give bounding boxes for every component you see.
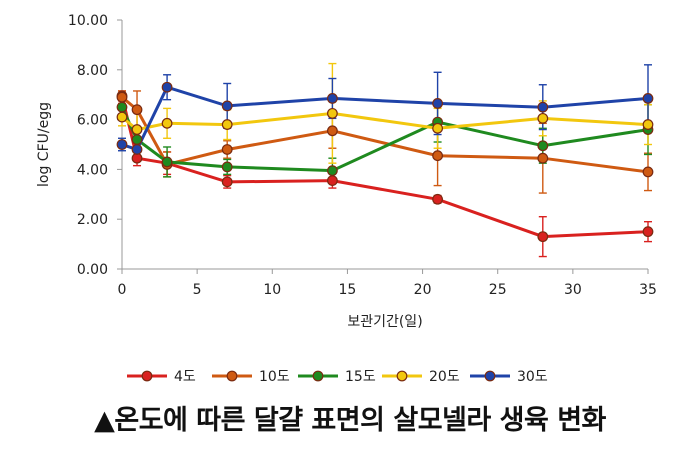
figure-caption: ▲온도에 따른 달걀 표면의 살모넬라 생육 변화 [94, 405, 606, 436]
legend: 4도 10도 15도 20도 30도 [127, 369, 548, 385]
data-point [327, 165, 338, 177]
y-tick-label: 10.00 [68, 13, 108, 29]
data-point [116, 139, 128, 150]
data-point [537, 101, 549, 113]
data-point [116, 101, 128, 113]
data-point [221, 100, 233, 112]
series-line-1 [120, 95, 649, 239]
axes: 0.00 2.00 4.00 6.00 8.00 10.00 0 5 10 15 20 25 30 35 보… [36, 13, 657, 330]
x-tick-label: 15 [339, 282, 357, 298]
legend-label: 15도 [345, 369, 376, 385]
y-axis-label: log CFU/egg [36, 102, 52, 187]
data-point [537, 112, 549, 124]
data-point [327, 175, 338, 187]
legend-marker [226, 370, 238, 382]
data-point [642, 166, 654, 178]
series-line-2 [121, 96, 649, 174]
data-point [642, 93, 654, 104]
y-tick-label: 8.00 [77, 63, 108, 79]
data-point [642, 226, 654, 238]
data-point [221, 119, 233, 130]
data-point [432, 193, 444, 205]
data-point [642, 119, 654, 130]
x-tick-label: 5 [193, 282, 202, 298]
y-tick-label: 6.00 [77, 113, 108, 129]
data-point [537, 152, 549, 164]
x-tick-label: 10 [263, 282, 281, 298]
error-bars [118, 62, 652, 258]
data-point [432, 98, 444, 109]
data-point [131, 104, 143, 116]
data-point [432, 122, 444, 134]
series-line-3 [120, 106, 649, 173]
data-point [537, 231, 549, 243]
series-line-5 [121, 85, 649, 152]
data-point [116, 111, 128, 123]
data-point [161, 81, 173, 93]
y-tick-label: 4.00 [77, 162, 108, 178]
legend-marker [484, 370, 496, 382]
data-point [131, 124, 143, 135]
data-point [116, 91, 128, 103]
data-point [131, 144, 143, 155]
legend-label: 4도 [174, 369, 196, 385]
data-point [131, 134, 143, 145]
series-lines [120, 85, 649, 239]
legend-label: 30도 [517, 369, 548, 385]
data-point [537, 140, 549, 152]
data-point [221, 144, 233, 155]
data-point [161, 156, 173, 168]
legend-label: 20도 [429, 369, 460, 385]
data-points [116, 81, 654, 243]
legend-label: 10도 [259, 369, 290, 385]
x-tick-label: 20 [414, 282, 432, 298]
data-point [161, 117, 173, 129]
data-point [432, 150, 444, 162]
data-point [221, 176, 233, 188]
legend-marker [141, 370, 153, 382]
data-point [327, 93, 338, 104]
x-tick-label: 25 [489, 282, 507, 298]
x-tick-label: 0 [118, 282, 127, 298]
data-point [327, 125, 338, 137]
data-point [327, 107, 338, 119]
y-tick-label: 2.00 [77, 212, 108, 228]
x-tick-label: 35 [639, 282, 657, 298]
series-line-4 [121, 111, 649, 132]
legend-marker [396, 370, 408, 382]
x-tick-label: 30 [564, 282, 582, 298]
x-axis-label: 보관기간(일) [347, 314, 422, 330]
data-point [221, 161, 233, 173]
y-tick-label: 0.00 [77, 262, 108, 278]
legend-marker [312, 370, 324, 382]
